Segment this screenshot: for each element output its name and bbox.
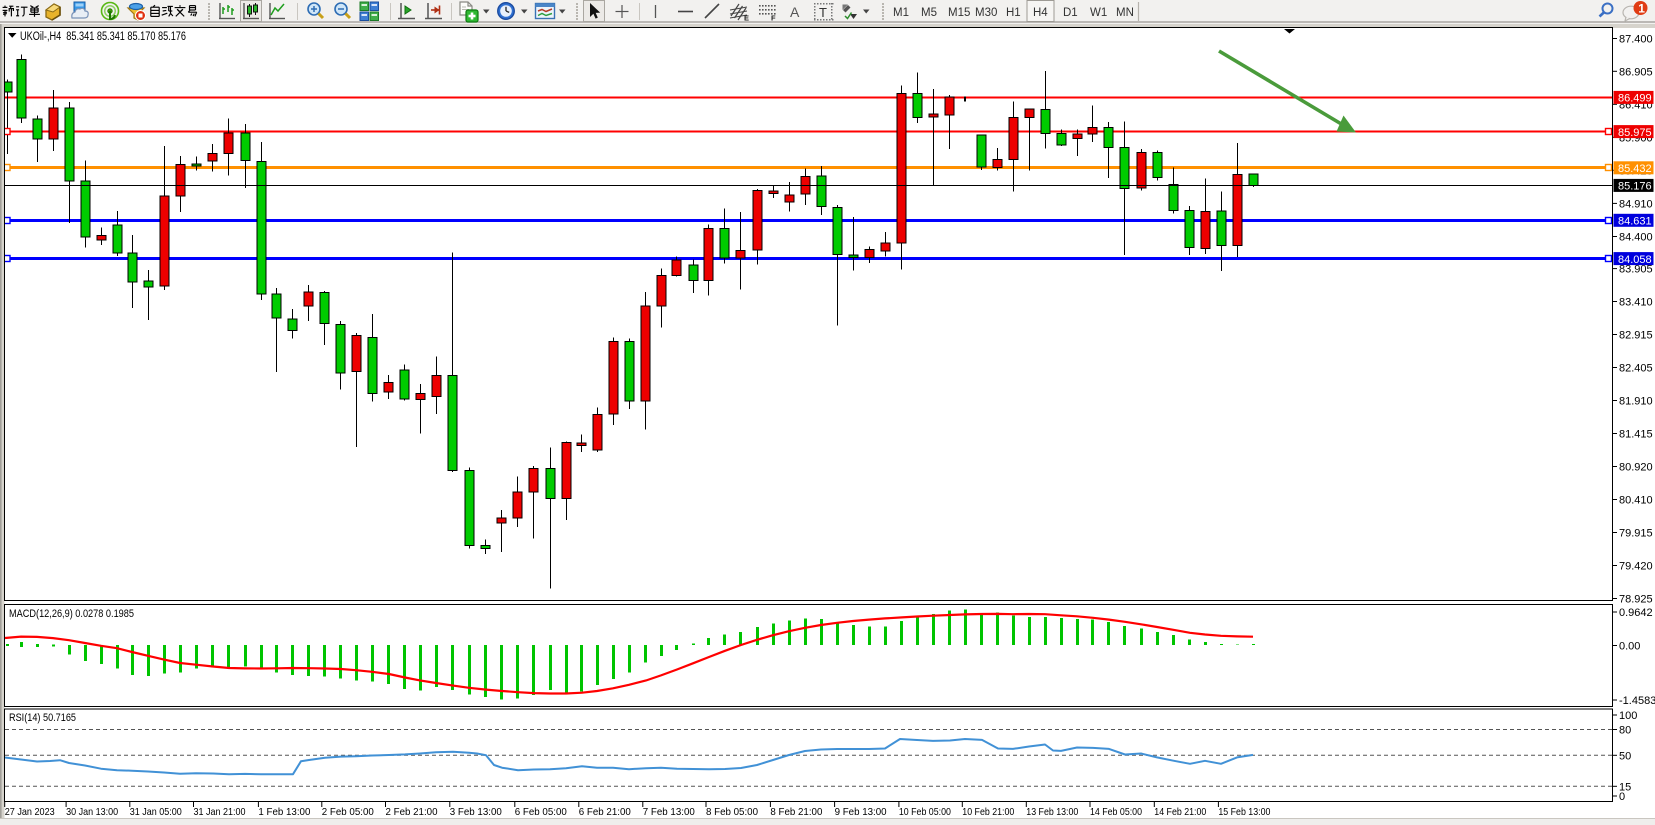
svg-text:MN: MN bbox=[1116, 7, 1134, 19]
svg-text:F: F bbox=[771, 14, 776, 23]
svg-text:UKOil-,H4 85.341 85.341 85.17: UKOil-,H4 85.341 85.341 85.170 85.176 bbox=[20, 31, 186, 43]
svg-text:2 Feb 05:00: 2 Feb 05:00 bbox=[322, 806, 374, 818]
svg-text:T: T bbox=[819, 5, 827, 20]
svg-text:31 Jan 05:00: 31 Jan 05:00 bbox=[130, 806, 182, 818]
svg-text:H4: H4 bbox=[1033, 7, 1048, 19]
svg-text:6 Feb 05:00: 6 Feb 05:00 bbox=[515, 806, 567, 818]
svg-text:82.915: 82.915 bbox=[1619, 330, 1653, 342]
svg-text:9 Feb 13:00: 9 Feb 13:00 bbox=[835, 806, 887, 818]
svg-text:86.905: 86.905 bbox=[1619, 66, 1653, 78]
svg-text:84.910: 84.910 bbox=[1619, 198, 1653, 210]
svg-text:0: 0 bbox=[1619, 791, 1625, 803]
svg-text:85.432: 85.432 bbox=[1618, 163, 1652, 175]
svg-text:84.400: 84.400 bbox=[1619, 232, 1653, 244]
svg-text:14 Feb 21:00: 14 Feb 21:00 bbox=[1154, 806, 1206, 818]
svg-text:1: 1 bbox=[1638, 1, 1645, 15]
svg-text:84.058: 84.058 bbox=[1618, 254, 1652, 266]
svg-text:13 Feb 13:00: 13 Feb 13:00 bbox=[1026, 806, 1078, 818]
svg-text:100: 100 bbox=[1619, 710, 1637, 722]
svg-text:30 Jan 13:00: 30 Jan 13:00 bbox=[66, 806, 118, 818]
svg-text:2 Feb 21:00: 2 Feb 21:00 bbox=[386, 806, 438, 818]
svg-text:H1: H1 bbox=[1006, 7, 1021, 19]
svg-text:14 Feb 05:00: 14 Feb 05:00 bbox=[1090, 806, 1142, 818]
svg-text:78.925: 78.925 bbox=[1619, 594, 1653, 606]
svg-text:RSI(14) 50.7165: RSI(14) 50.7165 bbox=[9, 712, 76, 724]
svg-text:83.410: 83.410 bbox=[1619, 297, 1653, 309]
svg-text:79.915: 79.915 bbox=[1619, 528, 1653, 540]
svg-text:85.176: 85.176 bbox=[1618, 181, 1652, 193]
svg-text:3 Feb 13:00: 3 Feb 13:00 bbox=[450, 806, 502, 818]
svg-text:80: 80 bbox=[1619, 725, 1631, 737]
svg-text:80.410: 80.410 bbox=[1619, 495, 1653, 507]
svg-text:85.975: 85.975 bbox=[1618, 127, 1652, 139]
svg-text:31 Jan 21:00: 31 Jan 21:00 bbox=[194, 806, 246, 818]
svg-text:81.910: 81.910 bbox=[1619, 396, 1653, 408]
svg-text:79.420: 79.420 bbox=[1619, 561, 1653, 573]
svg-text:6 Feb 21:00: 6 Feb 21:00 bbox=[579, 806, 631, 818]
svg-text:10 Feb 21:00: 10 Feb 21:00 bbox=[962, 806, 1014, 818]
svg-text:7 Feb 13:00: 7 Feb 13:00 bbox=[643, 806, 695, 818]
svg-text:50: 50 bbox=[1619, 750, 1631, 762]
svg-text:E: E bbox=[744, 14, 749, 23]
svg-text:M30: M30 bbox=[975, 7, 997, 19]
svg-text:D1: D1 bbox=[1063, 7, 1078, 19]
svg-text:10 Feb 05:00: 10 Feb 05:00 bbox=[899, 806, 951, 818]
svg-text:0.00: 0.00 bbox=[1619, 641, 1640, 653]
svg-text:8 Feb 05:00: 8 Feb 05:00 bbox=[706, 806, 758, 818]
svg-text:1 Feb 13:00: 1 Feb 13:00 bbox=[258, 806, 310, 818]
svg-text:15 Feb 13:00: 15 Feb 13:00 bbox=[1218, 806, 1270, 818]
svg-text:27 Jan 2023: 27 Jan 2023 bbox=[5, 806, 55, 818]
svg-text:M15: M15 bbox=[948, 7, 970, 19]
svg-text:W1: W1 bbox=[1090, 7, 1107, 19]
svg-text:87.400: 87.400 bbox=[1619, 34, 1653, 46]
svg-text:15: 15 bbox=[1619, 781, 1631, 793]
svg-text:A: A bbox=[790, 4, 800, 20]
svg-text:83.905: 83.905 bbox=[1619, 264, 1653, 276]
svg-text:0.9642: 0.9642 bbox=[1619, 607, 1653, 619]
svg-text:M5: M5 bbox=[921, 7, 937, 19]
svg-text:8 Feb 21:00: 8 Feb 21:00 bbox=[770, 806, 822, 818]
svg-text:M1: M1 bbox=[893, 7, 909, 19]
svg-text:84.631: 84.631 bbox=[1618, 216, 1652, 228]
svg-text:80.920: 80.920 bbox=[1619, 462, 1653, 474]
svg-text:86.499: 86.499 bbox=[1618, 93, 1652, 105]
svg-text:81.415: 81.415 bbox=[1619, 429, 1653, 441]
svg-text:82.405: 82.405 bbox=[1619, 363, 1653, 375]
svg-text:-1.4583: -1.4583 bbox=[1619, 695, 1655, 707]
svg-text:MACD(12,26,9) 0.0278 0.1985: MACD(12,26,9) 0.0278 0.1985 bbox=[9, 608, 134, 620]
